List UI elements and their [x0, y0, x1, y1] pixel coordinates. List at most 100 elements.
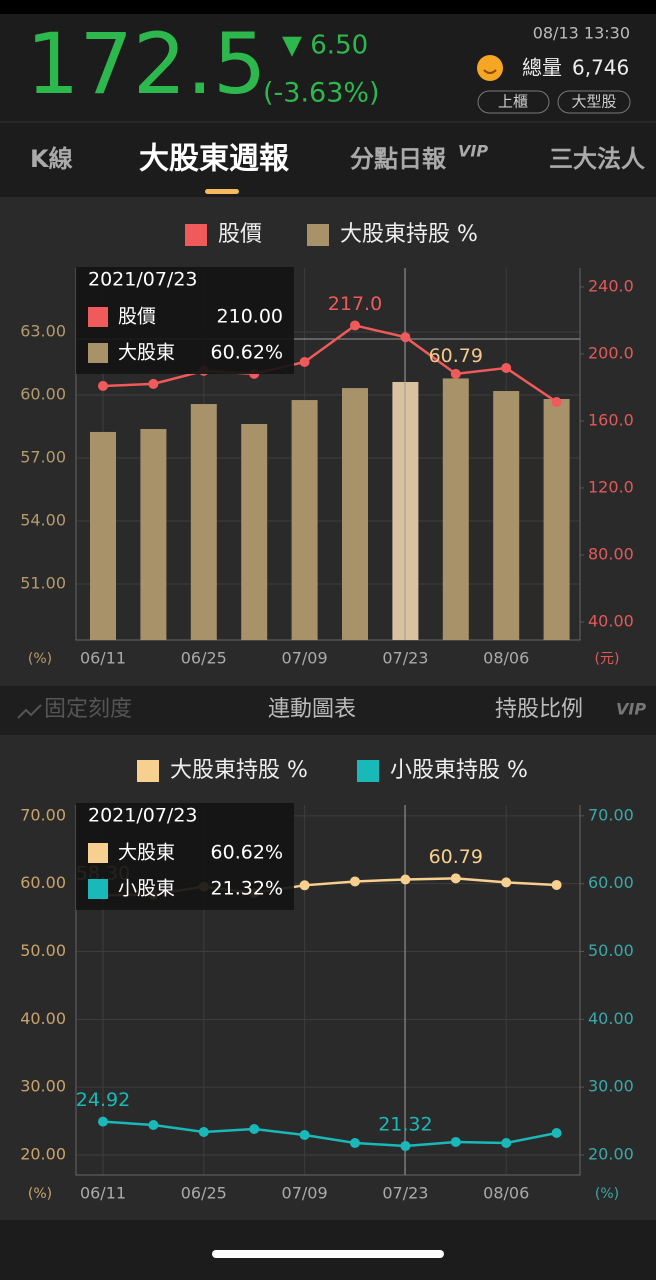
y-tick-label: 54.00 [20, 510, 66, 529]
x-tick-label: 06/25 [181, 1184, 227, 1203]
tooltip-value: 21.32% [211, 878, 283, 900]
toolbar-button[interactable]: 連動圖表 [268, 697, 356, 722]
tab[interactable]: K線 [30, 145, 73, 173]
point [98, 1116, 108, 1127]
toolbar-button[interactable]: 固定刻度 [44, 697, 132, 722]
point [299, 880, 310, 891]
price-change: ▼ 6.50 [282, 31, 368, 61]
legend-label: 大股東持股 % [170, 758, 308, 783]
y2-tick-label: 240.0 [588, 276, 634, 295]
tooltip-label: 大股東 [118, 842, 175, 864]
tooltip-swatch [88, 307, 108, 327]
tab-indicator [205, 189, 239, 194]
y-tick-label: 70.00 [20, 805, 66, 824]
y2-tick-label: 40.00 [588, 611, 634, 630]
y2-tick-label: 50.00 [588, 941, 634, 960]
bar [190, 404, 217, 640]
point [299, 1129, 310, 1140]
tooltip-date: 2021/07/23 [88, 269, 198, 291]
legend-label: 股價 [218, 222, 262, 247]
tab-active[interactable]: 大股東週報 [139, 142, 290, 177]
data-label: 60.79 [429, 846, 483, 868]
line [102, 324, 558, 404]
y-tick-label: 30.00 [20, 1077, 66, 1096]
point [450, 1136, 461, 1147]
point [148, 1120, 159, 1131]
data-label: 217.0 [328, 293, 382, 315]
point [98, 380, 108, 391]
volume-label: 總量 [522, 56, 562, 80]
x-tick-label: 07/09 [282, 649, 328, 668]
point [501, 363, 512, 374]
x-tick-label: 06/11 [80, 649, 126, 668]
y2-unit: (%) [595, 1186, 619, 1202]
point [501, 1137, 512, 1148]
tooltip-layer: 2021/07/23 股價 210.00 大股東 60.62% 2021/07/23 大股東… [76, 267, 294, 910]
tag [477, 90, 550, 114]
bar [140, 429, 167, 640]
toolbar-badge: VIP [616, 700, 646, 719]
tab[interactable]: 分點日報 [350, 145, 447, 173]
point [299, 356, 310, 367]
point [400, 874, 411, 885]
y2-tick-label: 70.00 [588, 805, 634, 824]
tooltip-swatch [88, 879, 108, 899]
x-tick-label: 08/06 [483, 649, 529, 668]
time: 08/13 13:30 [533, 24, 630, 43]
data-label: 60.79 [429, 345, 483, 367]
legend-swatch [357, 760, 379, 782]
point [249, 1124, 260, 1135]
point [551, 879, 562, 890]
tag [557, 90, 631, 114]
legend-swatch [307, 224, 329, 246]
y2-unit: (元) [595, 651, 620, 667]
y2-tick-label: 80.00 [588, 544, 634, 563]
x-tick-label: 06/25 [181, 649, 227, 668]
status-bar [0, 0, 656, 14]
y-tick-label: 50.00 [20, 941, 66, 960]
y2-tick-label: 20.00 [588, 1144, 634, 1163]
grid-layer: 51.00 54.00 57.00 60.00 63.00 40.00 80.00 120.0… [20, 222, 634, 1203]
mood-icon [477, 55, 503, 81]
y2-tick-label: 160.0 [588, 410, 634, 429]
y-unit: (%) [28, 651, 52, 667]
y-tick-label: 40.00 [20, 1009, 66, 1028]
tooltip-value: 210.00 [217, 306, 283, 328]
toolbar-button[interactable]: 持股比例 [495, 697, 583, 722]
point [400, 1141, 411, 1152]
tooltip-box [76, 267, 294, 374]
y2-tick-label: 60.00 [588, 873, 634, 892]
toolbar-icon [17, 704, 42, 719]
price: 172.5 [26, 15, 266, 113]
tooltip-label: 股價 [118, 306, 156, 328]
point [350, 1137, 360, 1148]
tooltip-value: 60.62% [211, 842, 283, 864]
point [551, 397, 562, 408]
bar [291, 400, 318, 640]
x-tick-label: 07/23 [382, 1184, 428, 1203]
tab[interactable]: 三大法人 [549, 145, 645, 173]
plot-frame [75, 805, 581, 1176]
tooltip-date: 2021/07/23 [88, 805, 198, 827]
point [450, 368, 461, 379]
point [148, 378, 159, 389]
tooltip-value: 60.62% [211, 342, 283, 364]
home-indicator [212, 1250, 444, 1258]
x-tick-label: 07/09 [282, 1184, 328, 1203]
x-tick-label: 08/06 [483, 1184, 529, 1203]
y2-tick-label: 120.0 [588, 477, 634, 496]
tag-text: 大型股 [571, 93, 616, 111]
data-label: 24.92 [76, 1089, 130, 1111]
bar-layer [90, 378, 570, 640]
tooltip-swatch [88, 843, 108, 863]
point [350, 320, 360, 331]
legend-label: 小股東持股 % [390, 758, 528, 783]
point [400, 332, 411, 343]
x-tick-label: 07/23 [382, 649, 428, 668]
tooltip-swatch [88, 343, 108, 363]
y-tick-label: 60.00 [20, 385, 66, 404]
price-change-pct: (-3.63%) [263, 78, 380, 109]
tab-badge: VIP [458, 142, 488, 161]
y2-tick-label: 200.0 [588, 343, 634, 362]
